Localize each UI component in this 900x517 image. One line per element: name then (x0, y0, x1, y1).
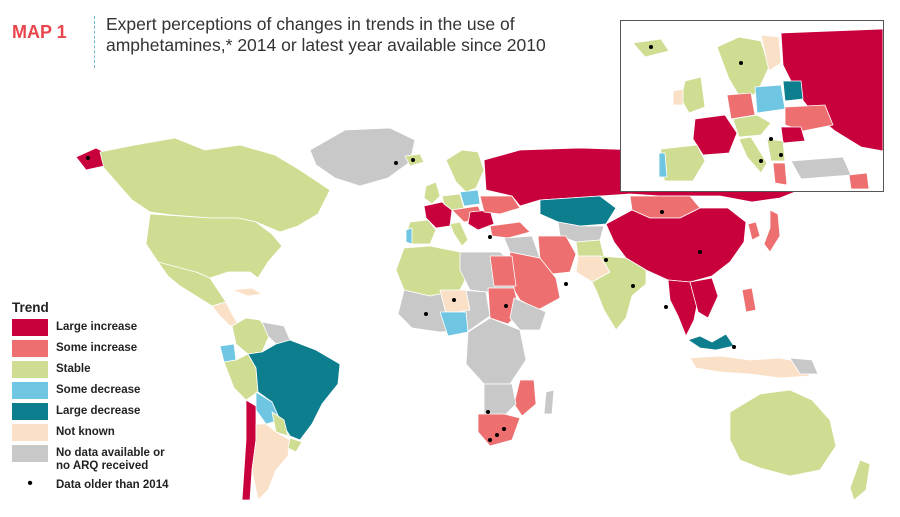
region-niger (439, 289, 471, 315)
region-portugal (405, 227, 413, 245)
legend-label: Some increase (56, 342, 138, 354)
region-central-america (211, 301, 239, 327)
region-new-zealand (849, 459, 871, 501)
region-argentina (251, 423, 291, 501)
legend-title: Trend (12, 300, 49, 315)
region-france (423, 201, 453, 229)
inset-caucasus (848, 172, 870, 190)
legend-label: Large decrease (56, 405, 141, 417)
legend-item-large-decrease: Large decrease (12, 403, 182, 420)
region-turkey (489, 221, 531, 239)
inset-romania (780, 126, 806, 144)
region-levant (503, 235, 541, 259)
region-australia (729, 389, 837, 477)
legend: Trend Large increase Some increase Stabl… (12, 300, 182, 496)
region-uruguay (287, 437, 303, 453)
legend-swatch (12, 319, 48, 336)
region-central-africa (465, 317, 527, 385)
region-egypt (489, 255, 517, 287)
inset-balkans (766, 138, 786, 162)
inset-ukraine (784, 104, 834, 132)
legend-item-older-data: • Data older than 2014 (12, 475, 182, 492)
legend-item-some-decrease: Some decrease (12, 382, 182, 399)
map-label: MAP 1 (12, 22, 67, 42)
region-canada (99, 137, 331, 233)
legend-label: Data older than 2014 (56, 479, 169, 491)
map-title: Expert perceptions of changes in trends … (106, 14, 546, 55)
legend-label: Not known (56, 426, 115, 438)
europe-inset-map (620, 20, 884, 192)
region-brazil (247, 339, 341, 441)
region-indochina (689, 277, 719, 319)
legend-swatch (12, 340, 48, 357)
region-kazakhstan (539, 195, 617, 227)
header-divider (94, 16, 95, 68)
inset-belarus (782, 80, 804, 102)
legend-label: No data available or no ARQ received (56, 447, 165, 472)
inset-poland (754, 84, 786, 114)
region-caribbean (231, 287, 263, 297)
inset-italy (738, 136, 768, 174)
legend-label: Stable (56, 363, 91, 375)
legend-swatch (12, 424, 48, 441)
region-scandinavia (445, 149, 485, 193)
region-southern-africa (483, 383, 517, 417)
europe-inset-svg (632, 28, 883, 190)
inset-turkey (790, 156, 852, 180)
region-malaysia (687, 333, 735, 351)
inset-scandinavia (716, 36, 770, 100)
region-chile (241, 399, 257, 501)
legend-item-some-increase: Some increase (12, 340, 182, 357)
legend-label: Some decrease (56, 384, 141, 396)
inset-uk (680, 76, 706, 114)
region-horn-africa (509, 297, 547, 331)
region-india (591, 255, 647, 331)
legend-swatch (12, 382, 48, 399)
region-north-africa (395, 245, 471, 297)
region-japan (763, 209, 781, 253)
legend-swatch (12, 403, 48, 420)
region-south-africa (477, 413, 521, 447)
region-colombia-venezuela (231, 317, 271, 355)
inset-finland (760, 34, 782, 72)
legend-item-no-data: No data available or no ARQ received (12, 445, 182, 473)
region-mozambique (513, 379, 537, 417)
region-philippines (741, 287, 757, 313)
inset-france (692, 114, 738, 156)
region-poland (459, 189, 481, 207)
legend-item-not-known: Not known (12, 424, 182, 441)
inset-central-eu (732, 114, 772, 138)
region-ukraine (479, 195, 521, 215)
legend-item-large-increase: Large increase (12, 319, 182, 336)
region-madagascar (543, 389, 555, 415)
region-italy (449, 221, 469, 247)
region-indonesia (689, 355, 811, 379)
region-ecuador (219, 343, 237, 363)
legend-swatch (12, 445, 48, 462)
region-paraguay (271, 411, 289, 437)
region-korea (747, 221, 761, 241)
region-nigeria (439, 311, 469, 337)
legend-item-stable: Stable (12, 361, 182, 378)
region-papua (789, 357, 819, 375)
older-data-markers (86, 156, 736, 442)
inset-ireland (672, 88, 684, 106)
inset-germany (726, 92, 756, 120)
legend-label: Large increase (56, 321, 138, 333)
dot-icon: • (27, 475, 33, 492)
region-uk (423, 181, 441, 205)
inset-russia (780, 28, 883, 152)
legend-swatch (12, 361, 48, 378)
inset-portugal (658, 152, 668, 178)
region-greenland (309, 127, 416, 187)
inset-greece (772, 162, 788, 186)
